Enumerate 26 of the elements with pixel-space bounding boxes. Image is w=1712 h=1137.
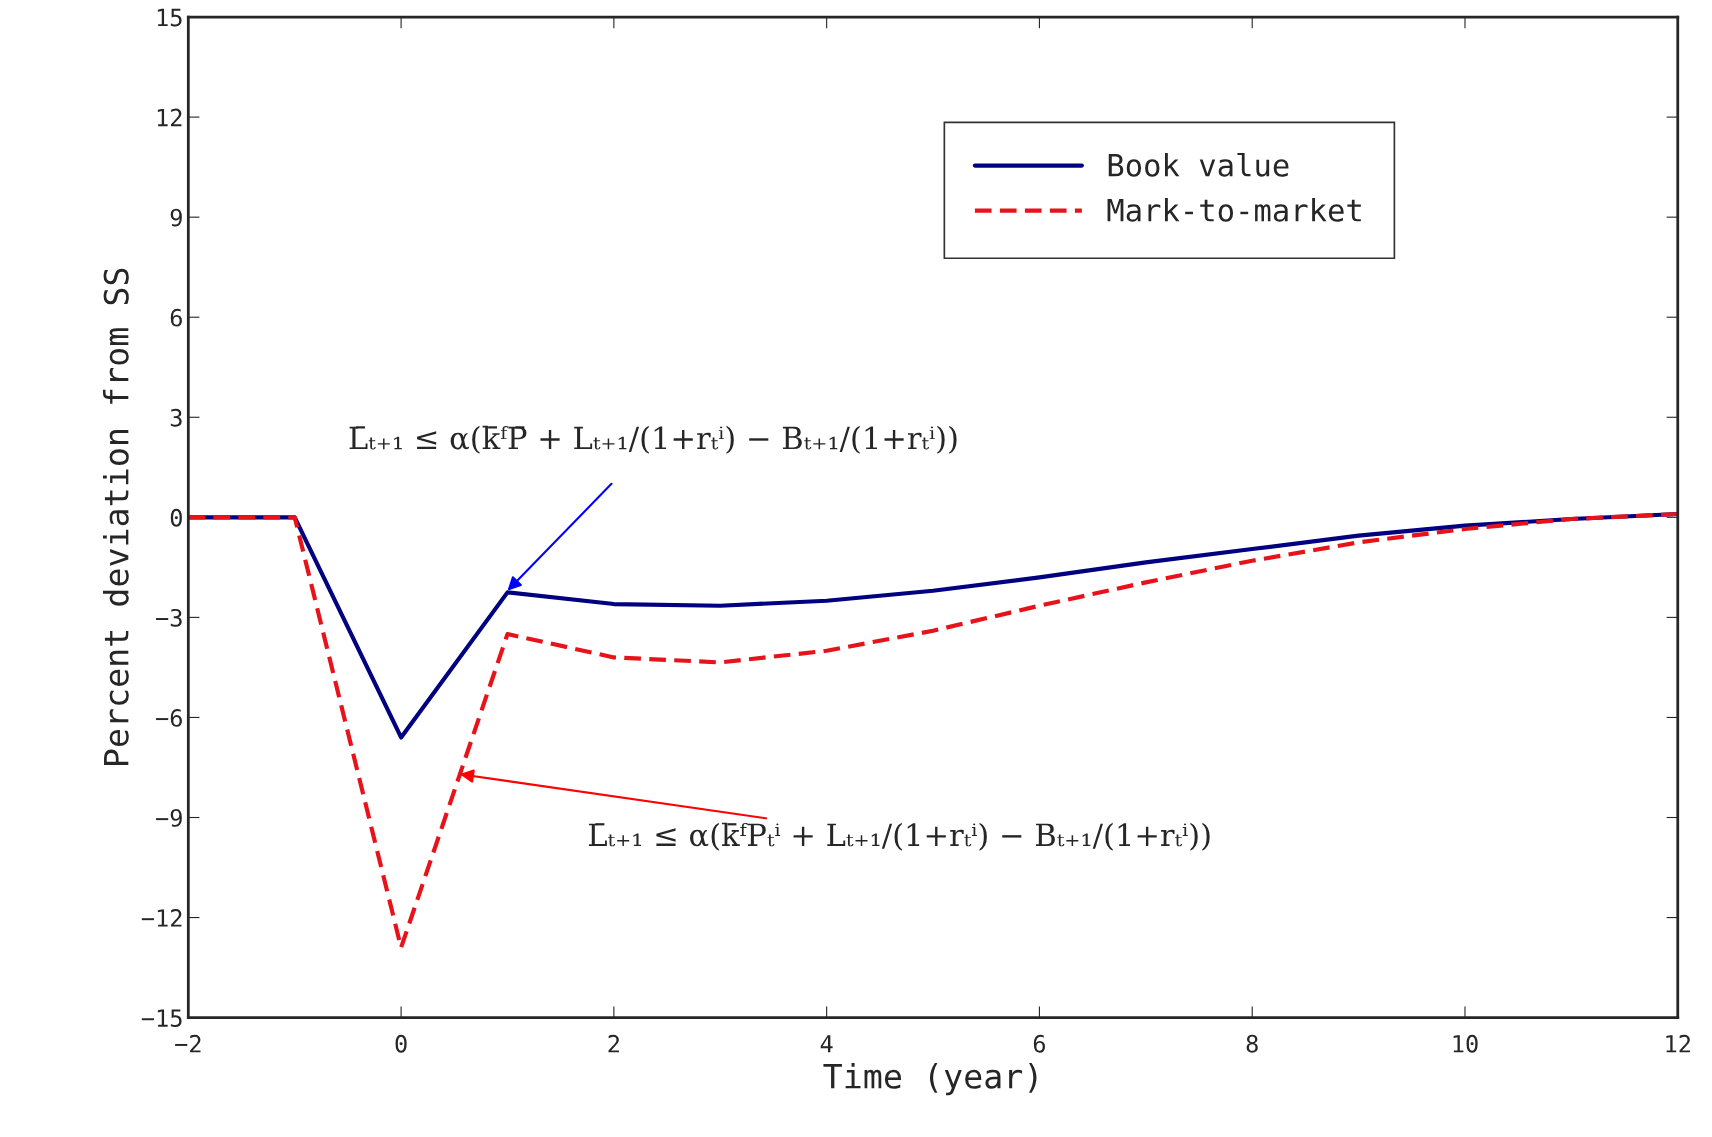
x-tick-label: 0 [395,1034,407,1053]
line-series [188,511,1678,950]
legend-label: Book value [1108,152,1289,177]
x-tick-label: 4 [820,1035,833,1053]
x-tick-label: 8 [1246,1034,1258,1053]
annotation: L̄ₜ₊₁ ≤ α(k̄ᶠP̄ + Lₜ₊₁/(1+rₜⁱ) − Bₜ₊₁/(1+rₜⁱ)) [349,425,957,454]
y-tick-label: −12 [141,909,182,927]
x-tick-label: 2 [608,1034,619,1053]
x-tick-label: 6 [1033,1034,1045,1053]
x-axis-title: Time (year) [823,1062,1037,1096]
y-tick-label: −15 [141,1009,182,1027]
y-tick-label: 3 [170,408,182,427]
y-tick-label: 15 [157,8,182,27]
y-tick-label: −9 [156,809,182,827]
x-tick-label: −2 [175,1034,201,1053]
x-tick-label: 10 [1453,1034,1478,1053]
y-axis-title: Percent deviation from SS [103,268,129,765]
x-tick-label: 12 [1666,1034,1690,1053]
y-tick-label: 9 [170,208,182,227]
y-tick-label: −6 [156,708,182,727]
y-tick-label: −3 [156,608,182,627]
legend-label: Mark-to-market [1107,198,1361,222]
y-tick-label: 12 [157,108,182,127]
y-tick-label: 0 [170,508,182,527]
y-tick-label: 6 [170,308,182,327]
annotation: L̄ₜ₊₁ ≤ α(k̄ᶠPₜⁱ + Lₜ₊₁/(1+rₜⁱ) − Bₜ₊₁/(1+rₜⁱ)) [588,822,1210,851]
